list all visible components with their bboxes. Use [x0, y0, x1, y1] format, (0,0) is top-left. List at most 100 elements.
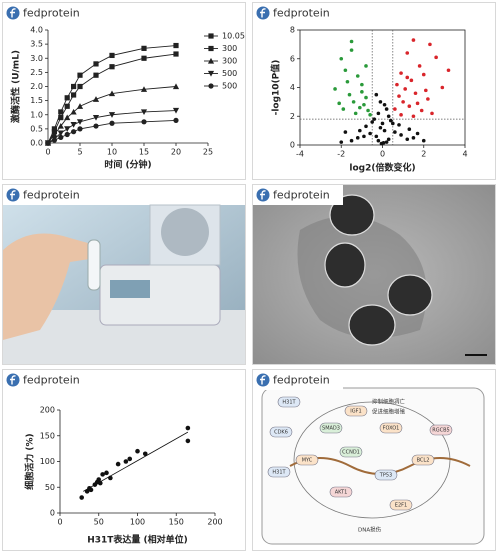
node-label: FOXO1 [383, 426, 400, 432]
x-axis-label: H31T表达量 (相对单位) [87, 534, 188, 546]
data-point [388, 118, 393, 123]
node [379, 422, 403, 434]
data-point [58, 134, 64, 140]
logo-text: fedprotein [273, 189, 330, 202]
data-point [384, 107, 389, 111]
x-tick-label: -2 [337, 150, 345, 159]
data-point [382, 102, 387, 107]
data-point [93, 61, 99, 67]
x-tick-label: 150 [169, 518, 184, 527]
data-point [378, 125, 383, 130]
x-tick-label: 20 [171, 148, 181, 157]
data-point [70, 108, 77, 115]
data-point [395, 82, 399, 87]
frame [2, 184, 246, 365]
y-tick-label: 2.5 [30, 68, 43, 77]
data-point [362, 102, 366, 107]
node-label: CDK6 [274, 430, 288, 436]
data-point [172, 107, 180, 114]
node [389, 499, 413, 511]
data-point [76, 119, 84, 125]
data-point [360, 82, 364, 87]
node [277, 396, 301, 408]
x-axis-label: 时间 (分钟) [104, 159, 151, 171]
x-tick-label: -4 [296, 150, 304, 159]
y-tick-label: 4 [290, 83, 295, 92]
y-tick-label: 0 [50, 509, 55, 518]
data-point [343, 68, 348, 73]
node [269, 426, 293, 438]
data-point [135, 448, 140, 454]
data-point [58, 109, 64, 115]
data-point [108, 112, 116, 118]
plot-frame [299, 29, 466, 146]
data-point [355, 136, 360, 140]
data-point [172, 83, 180, 90]
data-point [364, 64, 368, 68]
series-line [47, 45, 177, 144]
frame [2, 369, 246, 551]
data-point [358, 128, 362, 133]
data-point [64, 131, 70, 138]
legend-label: 500 [222, 69, 237, 78]
frame [252, 184, 496, 365]
y-tick-label: 2 [290, 112, 295, 121]
data-point [376, 111, 381, 116]
data-point [333, 87, 337, 91]
data-point [405, 51, 410, 55]
data-point [347, 92, 352, 97]
logo-text: fedprotein [23, 374, 80, 387]
data-point [386, 137, 391, 142]
node [429, 424, 453, 436]
y-tick-label: 6 [290, 54, 295, 63]
series-line [47, 53, 177, 144]
data-point [434, 55, 438, 60]
data-point [108, 475, 113, 481]
data-point [413, 91, 418, 96]
node-label: CCND1 [342, 450, 360, 456]
y-tick-label: 2.0 [30, 82, 43, 91]
data-point [364, 95, 368, 100]
data-point [141, 119, 147, 125]
data-point [440, 85, 445, 90]
data-point [345, 79, 350, 84]
logo-text: fedprotein [23, 189, 80, 202]
legend-label: 10.05 [222, 32, 245, 41]
frame [252, 2, 496, 180]
scale-bar [465, 354, 487, 356]
data-point [173, 51, 179, 57]
data-point [79, 495, 84, 500]
data-point [424, 88, 428, 93]
data-point [349, 39, 354, 44]
x-tick-label: 200 [207, 518, 222, 527]
logo-glyph [10, 8, 16, 18]
data-point [405, 137, 410, 142]
data-point [358, 105, 362, 110]
data-point [411, 38, 416, 42]
diagram-box [261, 387, 485, 545]
data-point [381, 141, 386, 145]
data-point [364, 124, 368, 129]
logo-glyph [10, 190, 16, 200]
data-point [123, 459, 129, 464]
data-point [100, 472, 105, 477]
data-point [339, 56, 344, 61]
frame [2, 2, 246, 180]
data-point [384, 140, 389, 144]
display [110, 280, 150, 298]
data-point [380, 121, 385, 126]
rotor [161, 208, 209, 256]
data-point [64, 95, 70, 101]
data-point [185, 425, 191, 431]
logo-text: fedprotein [273, 374, 330, 387]
data-point [64, 114, 71, 121]
logo-glyph [260, 8, 266, 18]
x-tick-label: 50 [94, 518, 104, 527]
data-point [109, 120, 115, 126]
data-point [96, 477, 102, 482]
data-point [173, 117, 179, 123]
logo-glyph [260, 375, 266, 385]
hand [3, 233, 99, 340]
data-point [115, 461, 121, 467]
series-line [47, 86, 177, 144]
